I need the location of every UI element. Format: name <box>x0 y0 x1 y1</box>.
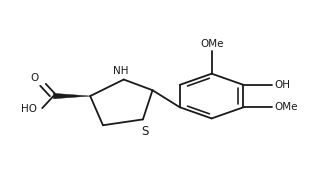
Text: O: O <box>31 73 39 83</box>
Text: OMe: OMe <box>200 39 223 49</box>
Text: HO: HO <box>22 104 38 114</box>
Text: OMe: OMe <box>275 102 298 112</box>
Polygon shape <box>53 93 90 99</box>
Text: NH: NH <box>113 66 128 76</box>
Text: OH: OH <box>275 80 291 90</box>
Text: S: S <box>141 125 148 138</box>
